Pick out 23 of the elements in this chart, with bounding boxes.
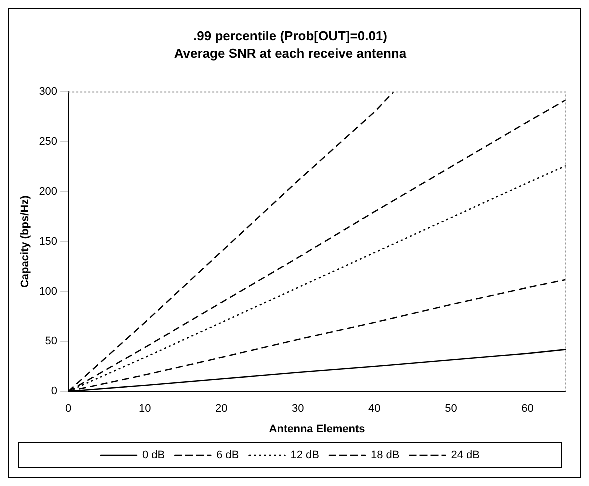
legend-label: 12 dB: [290, 450, 320, 462]
legend-label: 24 dB: [451, 450, 480, 462]
legend-label: 6 dB: [216, 450, 240, 462]
x-tick-label: 50: [445, 403, 458, 416]
x-axis-title: Antenna Elements: [269, 423, 366, 436]
y-tick-label: 100: [39, 286, 58, 298]
y-axis-title: Capacity (bps/Hz): [20, 195, 32, 288]
y-tick-label: 200: [39, 186, 58, 198]
legend-label: 18 dB: [371, 450, 400, 462]
chart-subtitle: Average SNR at each receive antenna: [174, 46, 408, 61]
x-tick-label: 60: [522, 403, 534, 416]
y-tick-label: 150: [39, 236, 58, 248]
y-tick-label: 300: [39, 86, 58, 98]
x-tick-label: 10: [138, 403, 152, 416]
y-tick-label: 250: [39, 136, 58, 148]
x-tick-label: 30: [292, 403, 304, 416]
y-tick-label: 50: [45, 336, 58, 348]
x-tick-label: 40: [368, 403, 381, 416]
x-tick-label: 20: [215, 403, 228, 416]
x-tick-label: 0: [65, 403, 72, 416]
chart-title: .99 percentile (Prob[OUT]=0.01): [194, 28, 388, 44]
y-tick-label: 0: [51, 386, 58, 398]
legend-label: 0 dB: [142, 450, 166, 462]
